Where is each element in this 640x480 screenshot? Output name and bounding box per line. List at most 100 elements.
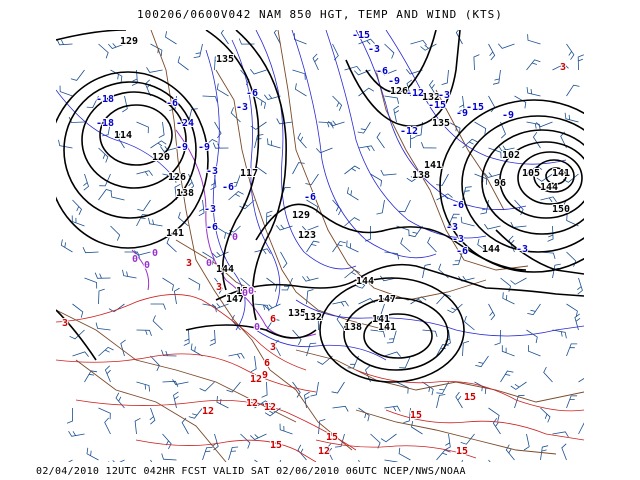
wind-barb [436, 173, 449, 186]
wind-barb [124, 251, 140, 258]
temperature-label-cold: -9 [388, 76, 400, 87]
height-label: 135 [288, 308, 306, 319]
height-label: 126 [168, 172, 186, 183]
wind-barb [292, 162, 305, 175]
temperature-label-cold: -6 [376, 66, 388, 77]
wind-barb [336, 314, 345, 331]
wind-barb [547, 225, 554, 242]
wind-barb [110, 69, 123, 83]
wind-barb [71, 215, 85, 227]
wind-barb [577, 54, 584, 71]
wind-barb [578, 422, 584, 435]
wind-barb [306, 289, 314, 305]
wind-barb [370, 329, 386, 338]
temperature-label-warm: 3 [270, 342, 276, 353]
wind-barb [302, 225, 319, 232]
wind-barb [306, 240, 320, 253]
wind-barb [492, 417, 501, 435]
temperature-label-warm: 6 [270, 314, 276, 325]
wind-barb [137, 199, 151, 212]
wind-barb [332, 405, 349, 412]
wind-barb [220, 30, 229, 45]
temperature-label-warm: 3 [186, 258, 192, 269]
wind-barb [436, 449, 451, 461]
wind-barb [134, 250, 151, 256]
wind-barb [436, 381, 449, 394]
temperature-label-zero: 0 [242, 288, 248, 299]
wind-barb [409, 225, 423, 238]
wind-barb [526, 329, 538, 344]
wind-barb [202, 139, 218, 149]
wind-barb [110, 191, 125, 201]
wind-barb [422, 329, 438, 338]
wind-barb [267, 138, 281, 149]
wind-barb [66, 407, 74, 424]
wind-barb [488, 303, 496, 321]
wind-barb [488, 147, 502, 159]
wind-barb [70, 69, 85, 81]
wind-barb [510, 277, 527, 285]
wind-barb [136, 170, 153, 177]
isotherms-cold [56, 30, 584, 361]
temperature-label-cold: -3 [446, 222, 458, 233]
temperature-label-zero: 0 [152, 248, 158, 259]
wind-barb [122, 269, 137, 279]
wind-barb [117, 131, 125, 149]
wind-barb [376, 132, 385, 149]
wind-barb [249, 69, 267, 75]
isotherms-warm [56, 294, 584, 462]
wind-barb [264, 407, 281, 417]
wind-barb [261, 381, 268, 398]
temperature-label-warm: 12 [250, 374, 262, 385]
temperature-label-cold: -9 [198, 142, 210, 153]
temperature-label-warm: 15 [326, 432, 338, 443]
height-label: 132 [422, 92, 440, 103]
wind-barb [344, 65, 361, 72]
temperature-label-cold: -3 [236, 102, 248, 113]
height-label: 147 [378, 294, 396, 305]
temperature-label-cold: -9 [502, 110, 514, 121]
wind-barb [514, 394, 525, 409]
wind-barb [149, 407, 156, 425]
height-label: 105 [522, 168, 540, 179]
wind-barb [317, 355, 333, 365]
wind-barb [98, 288, 105, 305]
wind-barb [552, 431, 569, 438]
temperature-label-cold: -3 [206, 166, 218, 177]
wind-barb [370, 433, 381, 449]
temperature-label-warm: 12 [264, 402, 276, 413]
wind-barb [501, 345, 515, 357]
wind-barb [312, 53, 319, 71]
temperature-label-cold: -3 [204, 204, 216, 215]
wind-barb [421, 142, 437, 149]
wind-barb [150, 140, 167, 149]
wind-barb [444, 433, 451, 451]
wind-barb [148, 217, 163, 227]
wind-barb [193, 43, 203, 58]
wind-barb [108, 303, 125, 313]
wind-barb [527, 345, 541, 357]
wind-barb [134, 417, 141, 435]
temperature-label-cold: -24 [176, 118, 194, 129]
wind-barb [500, 370, 514, 383]
height-label: 144 [482, 244, 500, 255]
wind-barb [526, 121, 541, 131]
map-title: 100206/0600V042 NAM 850 HGT, TEMP AND WI… [137, 8, 503, 21]
height-label: 120 [152, 152, 170, 163]
wind-barb [483, 172, 501, 178]
wind-barb [275, 224, 293, 231]
temperature-label-warm: 12 [202, 406, 214, 417]
wind-barb [384, 95, 399, 104]
wind-barb [332, 240, 346, 253]
wind-barb [458, 95, 465, 113]
wind-barb [214, 54, 222, 71]
wind-barb [136, 329, 152, 337]
height-label: 138 [344, 322, 362, 333]
height-label: 114 [114, 130, 132, 141]
height-label: 147 [226, 294, 244, 305]
wind-barb [292, 381, 301, 398]
temperature-label-warm: 3 [560, 62, 566, 73]
wind-barb [484, 223, 501, 230]
wind-barb [332, 95, 343, 111]
wind-barb [427, 236, 437, 253]
